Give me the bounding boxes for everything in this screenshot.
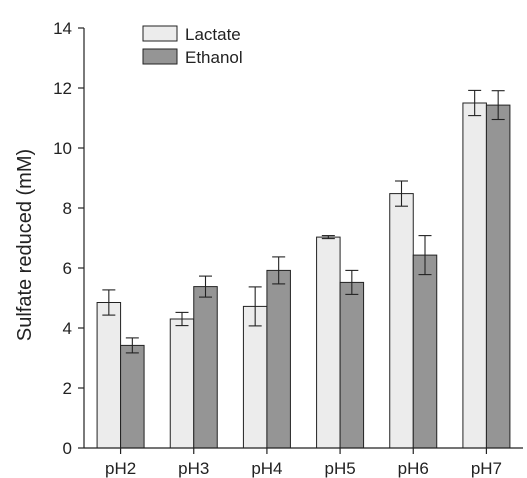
error-bars-layer	[102, 89, 505, 354]
legend-label: Lactate	[185, 25, 241, 44]
x-tick-label: pH2	[105, 459, 136, 478]
bar-lactate-ph3	[169, 318, 195, 449]
y-tick-label: 14	[53, 19, 72, 38]
x-tick-label: pH3	[178, 459, 209, 478]
x-tick-label: pH4	[251, 459, 282, 478]
x-ticks: pH2 pH3 pH4 pH5 pH6 pH7	[105, 448, 502, 478]
error-bar	[491, 90, 505, 121]
error-bar	[272, 256, 286, 285]
error-bar	[345, 269, 359, 295]
error-bar	[248, 286, 262, 327]
error-bar	[395, 180, 408, 207]
x-tick-label: pH6	[398, 459, 429, 478]
y-axis-title: Sulfate reduced (mM)	[14, 149, 36, 341]
error-bar	[175, 311, 189, 327]
bars-layer	[96, 102, 511, 449]
bar-ethanol-ph5	[339, 281, 365, 449]
error-bar	[321, 235, 335, 240]
bar-ethanol-ph2	[120, 344, 145, 449]
bar-lactate-ph7	[462, 102, 487, 449]
legend-swatch	[142, 48, 178, 65]
error-bar	[199, 275, 212, 298]
error-bar	[102, 289, 116, 316]
y-tick-label: 4	[63, 319, 72, 338]
y-tick-label: 10	[53, 139, 72, 158]
bar-ethanol-ph6	[412, 254, 438, 449]
x-tick-label: pH5	[324, 459, 355, 478]
legend-item-ethanol: Ethanol	[142, 48, 243, 67]
error-bar	[125, 337, 139, 354]
y-tick-label: 12	[53, 79, 72, 98]
error-bar	[468, 89, 482, 117]
bar-lactate-ph6	[389, 193, 414, 449]
legend-label: Ethanol	[185, 48, 243, 67]
y-tick-label: 6	[63, 259, 72, 278]
axes-layer	[83, 28, 523, 449]
bar-lactate-ph5	[316, 236, 341, 449]
bar-ethanol-ph4	[266, 269, 291, 449]
legend: Lactate Ethanol	[142, 25, 243, 67]
y-ticks: 0 2 4 6 8 10 12 14	[53, 19, 84, 458]
bar-ethanol-ph7	[485, 104, 511, 449]
bar-ethanol-ph3	[193, 286, 218, 449]
y-tick-label: 2	[63, 379, 72, 398]
legend-swatch	[142, 25, 178, 42]
legend-item-lactate: Lactate	[142, 25, 241, 44]
x-tick-label: pH7	[471, 459, 502, 478]
bar-lactate-ph2	[96, 302, 122, 449]
bar-lactate-ph4	[242, 305, 268, 449]
y-tick-label: 8	[63, 199, 72, 218]
error-bar	[418, 235, 432, 276]
y-tick-label: 0	[63, 439, 72, 458]
